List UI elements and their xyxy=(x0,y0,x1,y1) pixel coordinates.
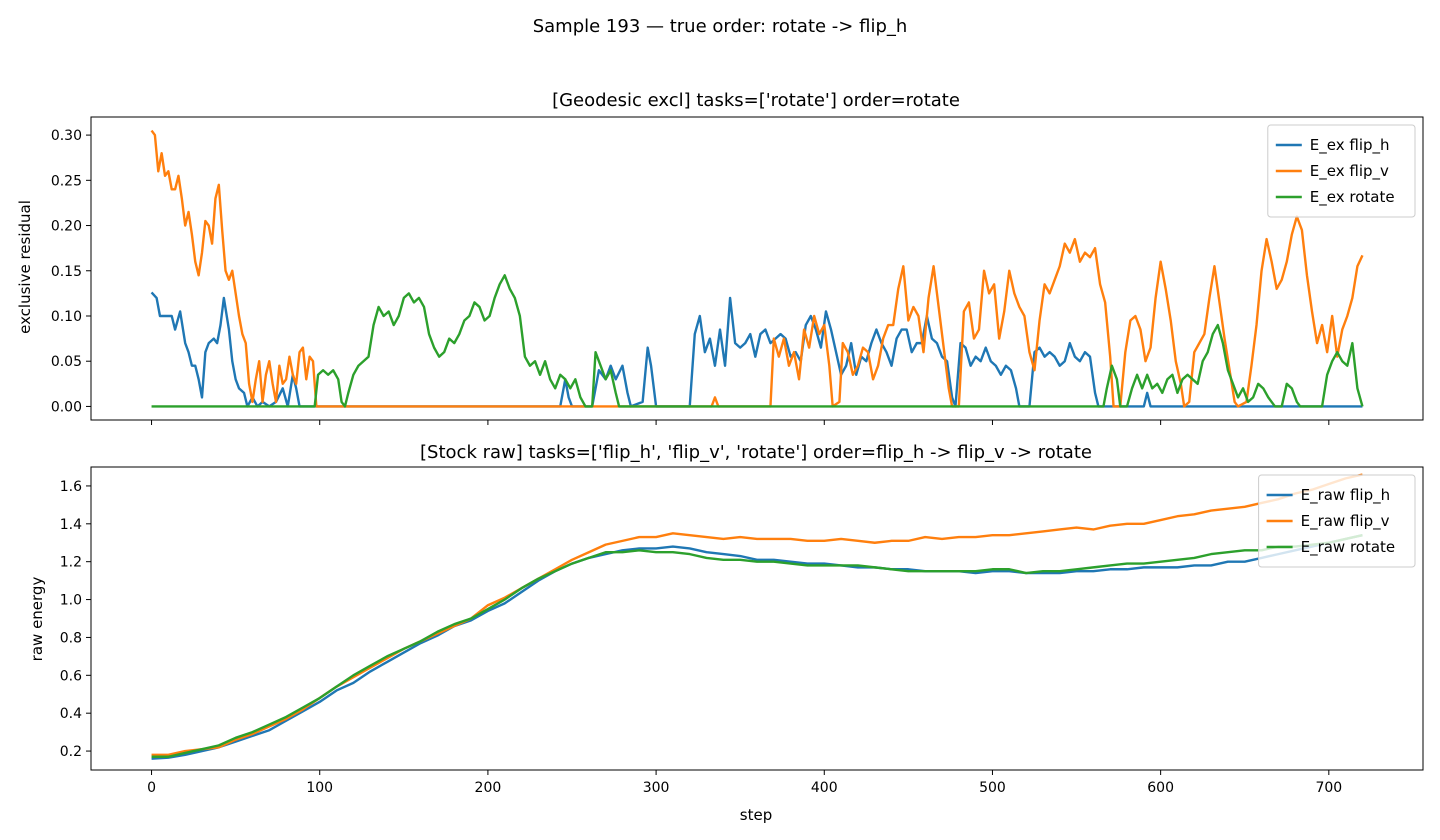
stock-xtick: 700 xyxy=(1315,770,1342,796)
stock-ytick-label: 1.2 xyxy=(60,555,82,571)
stock-legend-box xyxy=(1258,474,1416,568)
stock-legend-label: E_raw flip_v xyxy=(1301,512,1390,531)
geodesic-legend-label: E_ex flip_h xyxy=(1310,136,1390,155)
geodesic-axes-frame xyxy=(90,116,1424,421)
stock-xtick: 100 xyxy=(306,770,333,796)
stock-legend: E_raw flip_h E_raw flip_v E_raw rotate xyxy=(1258,474,1416,568)
stock-xtick-label: 200 xyxy=(475,780,502,796)
stock-xtick: 600 xyxy=(1147,770,1174,796)
stock-xtick: 300 xyxy=(643,770,670,796)
geodesic-series-line-1 xyxy=(150,129,1364,408)
stock-xtick: 500 xyxy=(979,770,1006,796)
geodesic-panel: [Geodesic excl] tasks=['rotate'] order=r… xyxy=(16,90,1424,425)
stock-xtick: 400 xyxy=(811,770,838,796)
stock-series-line-2 xyxy=(151,533,1363,758)
stock-xlabel: step xyxy=(740,806,772,824)
geodesic-ytick: 0.15 xyxy=(51,264,91,280)
stock-ytick: 1.0 xyxy=(60,593,91,609)
geodesic-ytick-label: 0.05 xyxy=(51,354,82,370)
stock-ytick-label: 0.4 xyxy=(60,706,82,722)
stock-ytick: 1.4 xyxy=(60,517,91,533)
geodesic-ytick: 0.25 xyxy=(51,173,91,189)
stock-ytick: 0.8 xyxy=(60,630,91,646)
geodesic-ytick-label: 0.15 xyxy=(51,264,82,280)
geodesic-legend-label: E_ex flip_v xyxy=(1310,162,1389,181)
stock-ytick-label: 0.8 xyxy=(60,630,82,646)
stock-series-group xyxy=(151,473,1363,760)
stock-xtick-label: 0 xyxy=(147,780,156,796)
stock-xtick-label: 700 xyxy=(1315,780,1342,796)
stock-xtick-label: 300 xyxy=(643,780,670,796)
stock-ytick-label: 1.0 xyxy=(60,593,82,609)
stock-ytick: 0.4 xyxy=(60,706,91,722)
geodesic-series-line-2 xyxy=(151,274,1364,408)
stock-ytick: 0.6 xyxy=(60,668,91,684)
stock-xtick-label: 400 xyxy=(811,780,838,796)
stock-xtick: 0 xyxy=(147,770,156,796)
stock-xtick-label: 500 xyxy=(979,780,1006,796)
geodesic-ytick-label: 0.25 xyxy=(51,173,82,189)
geodesic-ytick-label: 0.30 xyxy=(51,128,82,144)
stock-ytick-label: 0.2 xyxy=(60,744,82,760)
stock-xtick-label: 100 xyxy=(306,780,333,796)
stock-ytick: 0.2 xyxy=(60,744,91,760)
stock-panel-title: [Stock raw] tasks=['flip_h', 'flip_v', '… xyxy=(420,442,1092,463)
geodesic-ytick: 0.30 xyxy=(51,128,91,144)
stock-xtick: 200 xyxy=(475,770,502,796)
geodesic-ytick: 0.20 xyxy=(51,219,91,235)
geodesic-ytick: 0.10 xyxy=(51,309,91,325)
geodesic-ytick-label: 0.10 xyxy=(51,309,82,325)
geodesic-legend: E_ex flip_h E_ex flip_v E_ex rotate xyxy=(1267,124,1416,218)
geodesic-ytick-label: 0.00 xyxy=(51,399,82,415)
geodesic-ytick: 0.05 xyxy=(51,354,91,370)
stock-legend-label: E_raw rotate xyxy=(1301,538,1396,557)
stock-ytick-label: 0.6 xyxy=(60,668,82,684)
stock-series-line-1 xyxy=(151,473,1363,757)
geodesic-plot-area: 0.000.050.100.150.200.250.30 E_ex flip_hE… xyxy=(51,116,1424,425)
stock-ytick: 1.6 xyxy=(60,479,91,495)
stock-series-line-0 xyxy=(151,533,1363,760)
geodesic-series-group xyxy=(150,129,1364,408)
stock-ytick: 1.2 xyxy=(60,555,91,571)
geodesic-ytick: 0.00 xyxy=(51,399,91,415)
geodesic-ytick-label: 0.20 xyxy=(51,219,82,235)
figure-title: Sample 193 — true order: rotate -> flip_… xyxy=(533,16,908,37)
stock-ylabel: raw energy xyxy=(28,577,46,662)
stock-ytick-label: 1.6 xyxy=(60,479,82,495)
geodesic-panel-title: [Geodesic excl] tasks=['rotate'] order=r… xyxy=(552,90,960,111)
geodesic-ylabel: exclusive residual xyxy=(16,200,34,334)
stock-ytick-label: 1.4 xyxy=(60,517,82,533)
stock-legend-label: E_raw flip_h xyxy=(1301,486,1391,505)
stock-plot-area: 0 100 200 300 400 500 600 700 0.2 0.4 0.6 0.8 1.0 1.2… xyxy=(60,466,1424,796)
stock-panel: [Stock raw] tasks=['flip_h', 'flip_v', '… xyxy=(28,442,1424,824)
stock-axes-frame xyxy=(90,466,1424,771)
stock-xtick-label: 600 xyxy=(1147,780,1174,796)
geodesic-legend-label: E_ex rotate xyxy=(1310,188,1395,207)
geodesic-legend-box xyxy=(1267,124,1416,218)
